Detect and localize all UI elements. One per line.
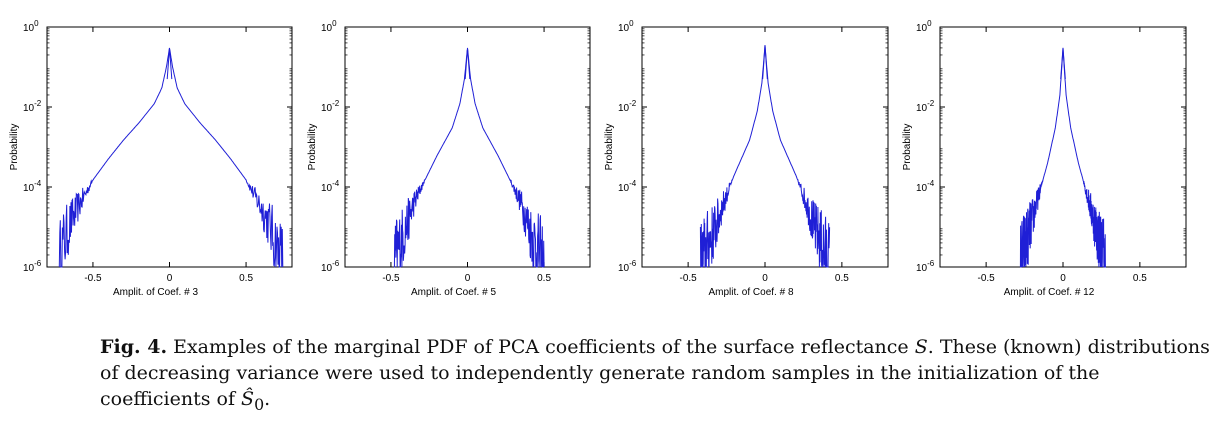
y-tick-label: 10-2 [618,99,637,114]
caption-text-1: Examples of the marginal PDF of PCA coef… [167,336,915,358]
x-tick-label: 0 [465,273,471,284]
x-tick-label: -0.5 [84,273,102,284]
x-tick-label: 0 [762,273,768,284]
caption-text-2: . These (known) distributions of decreas… [100,336,1210,410]
caption-symbol-s0: Ŝ [241,388,255,410]
y-tick-label: 10-6 [321,259,340,274]
x-axis-label: Amplit. of Coef. # 3 [113,287,198,298]
series-peak [1060,47,1066,80]
series-peak [762,45,768,80]
x-axis-label: Amplit. of Coef. # 12 [1004,287,1095,298]
series-line [58,48,284,268]
x-tick-label: -0.5 [680,273,698,284]
x-tick-label: 0 [167,273,173,284]
figure-label: Fig. 4. [100,336,168,358]
y-tick-label: 10-2 [23,99,42,114]
caption-symbol-s: S [914,336,928,358]
y-tick-label: 100 [916,19,932,34]
y-axis-label: Probability [604,124,615,171]
axes-box [939,26,1187,268]
y-axis-label: Probability [307,124,318,171]
x-tick-label: 0.5 [1133,273,1147,284]
y-axis-label: Probability [902,124,913,171]
series-peak [166,47,173,80]
chart-panel-2: 100 10-2 10-4 10-6 -0.5 0 0.5 Amplit. of Coef. … [307,19,591,298]
y-tick-label: 10-6 [23,259,42,274]
series-line [393,48,545,268]
x-tick-label: 0.5 [835,273,849,284]
y-tick-label: 10-4 [321,179,340,194]
y-tick-label: 10-6 [618,259,637,274]
series-line [1019,47,1106,268]
axes-box [344,26,591,268]
y-tick-label: 10-4 [916,179,935,194]
y-tick-label: 10-6 [916,259,935,274]
y-tick-label: 10-4 [23,179,42,194]
x-tick-label: -0.5 [382,273,400,284]
y-tick-label: 100 [321,19,337,34]
caption-text-end: . [264,388,271,410]
x-tick-label: 0.5 [537,273,551,284]
axes-box [641,26,889,268]
chart-panel-1: 100 10-2 10-4 10-6 -0.5 0 0.5 Amplit. of Coef. … [9,19,293,298]
y-axis-label: Probability [9,124,20,171]
chart-panel-3: 100 10-2 10-4 10-6 -0.5 0 0.5 Amplit. of Coef. … [604,19,889,298]
figure-panels: 100 10-2 10-4 10-6 -0.5 0 0.5 Amplit. of Coef. … [9,19,1187,298]
y-tick-label: 100 [618,19,634,34]
x-axis-label: Amplit. of Coef. # 8 [708,287,793,298]
figure-caption: Fig. 4. Examples of the marginal PDF of … [100,334,1212,418]
series-line [699,45,831,268]
y-tick-label: 100 [23,19,39,34]
series-peak [464,47,471,80]
caption-symbol-s0-subscript: 0 [254,394,265,414]
y-tick-label: 10-2 [916,99,935,114]
axes-box [46,26,293,268]
x-tick-label: -0.5 [978,273,996,284]
x-tick-label: 0 [1060,273,1066,284]
y-tick-label: 10-2 [321,99,340,114]
x-tick-label: 0.5 [239,273,253,284]
y-tick-label: 10-4 [618,179,637,194]
chart-panel-4: 100 10-2 10-4 10-6 -0.5 0 0.5 Amplit. of Coef. … [902,19,1187,298]
x-axis-label: Amplit. of Coef. # 5 [411,287,496,298]
